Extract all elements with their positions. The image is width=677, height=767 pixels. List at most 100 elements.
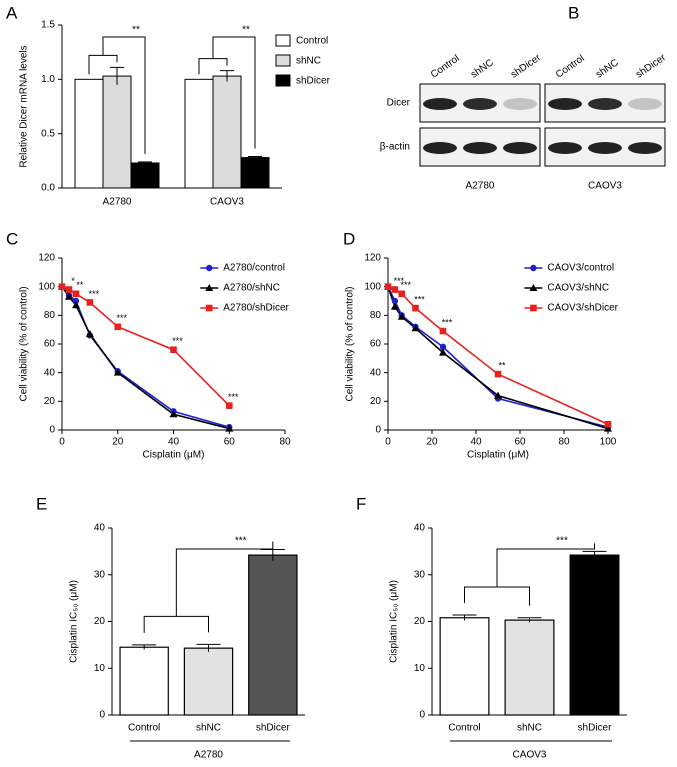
- error-bar: [260, 549, 285, 561]
- y-tick-label: 0.0: [41, 183, 55, 194]
- group-label: CAOV3: [588, 181, 622, 192]
- point: [530, 304, 537, 312]
- error-bar: [248, 155, 262, 159]
- blot-band: [588, 98, 622, 110]
- blot-band: [628, 142, 662, 154]
- y-tick-label: 120: [364, 253, 381, 264]
- significance-bracket: [464, 543, 595, 606]
- point: [64, 292, 73, 300]
- x-tick-label: shNC: [196, 723, 221, 734]
- panel-letter: B: [568, 3, 579, 22]
- blot-band: [503, 142, 537, 154]
- y-tick-label: 0: [419, 710, 425, 721]
- y-tick-label: 100: [38, 281, 55, 292]
- point: [384, 283, 392, 290]
- row-label: Dicer: [387, 98, 411, 109]
- y-tick-label: 40: [414, 523, 426, 534]
- point: [494, 370, 502, 378]
- error-bar: [452, 614, 477, 621]
- panel-letter: C: [6, 229, 18, 248]
- x-tick-label: 20: [426, 437, 438, 448]
- y-tick-label: 80: [370, 310, 382, 321]
- y-tick-label: 20: [414, 616, 426, 627]
- significance-label: ***: [394, 276, 405, 286]
- x-tick-label: 20: [112, 437, 124, 448]
- y-tick-label: 30: [94, 569, 106, 580]
- significance-label: **: [132, 25, 140, 36]
- significance-label: ***: [116, 313, 127, 323]
- bar: [248, 554, 298, 716]
- x-axis-title: Cisplatin (μM): [467, 450, 529, 461]
- x-tick-label: 0: [385, 437, 391, 448]
- lane-label: Control: [554, 53, 587, 81]
- bar: [439, 617, 490, 716]
- bar: [183, 647, 234, 716]
- point: [225, 402, 233, 409]
- blot-band: [548, 142, 582, 154]
- group-label: A2780: [466, 181, 495, 192]
- x-tick-label: 100: [600, 437, 617, 448]
- legend-label: A2780/shDicer: [223, 303, 289, 314]
- panel-letter: D: [343, 229, 355, 248]
- x-tick-label: Control: [448, 723, 480, 734]
- x-tick-label: 0: [59, 437, 65, 448]
- legend-label: Control: [296, 36, 328, 47]
- legend-label: A2780/shNC: [223, 283, 280, 294]
- x-tick-label: 40: [470, 437, 482, 448]
- point: [390, 302, 399, 310]
- point: [206, 264, 213, 272]
- panel-letter: A: [6, 3, 18, 22]
- significance-label: ***: [442, 317, 453, 327]
- point: [113, 368, 122, 376]
- group-label: CAOV3: [513, 750, 547, 761]
- error-bar: [220, 70, 234, 82]
- y-axis-title: Relative Dicer mRNA levels: [19, 45, 30, 167]
- point: [86, 299, 94, 306]
- significance-bracket: [143, 541, 274, 633]
- bar: [240, 157, 270, 189]
- significance-label: ***: [400, 280, 411, 290]
- blot-band: [588, 142, 622, 154]
- bar: [184, 78, 214, 189]
- blot-band: [503, 98, 537, 110]
- y-tick-label: 1.0: [41, 74, 55, 85]
- point: [205, 304, 213, 312]
- y-axis-title: Cisplatin IC₅₀ (μM): [389, 580, 400, 663]
- point: [530, 264, 537, 272]
- y-tick-label: 60: [370, 339, 382, 350]
- significance-label: ***: [172, 336, 183, 346]
- point: [85, 329, 94, 337]
- point: [391, 297, 399, 305]
- lane-label: shNC: [469, 57, 496, 80]
- x-tick-label: 80: [558, 437, 570, 448]
- significance-label: ***: [235, 536, 247, 547]
- bar: [569, 554, 620, 716]
- bar: [102, 75, 132, 189]
- error-bar: [138, 161, 152, 165]
- y-tick-label: 120: [38, 253, 55, 264]
- x-tick-label: shDicer: [256, 723, 291, 734]
- x-tick-label: 60: [224, 437, 236, 448]
- y-axis-title: Cell viability (% of control): [345, 286, 356, 401]
- y-tick-label: 20: [94, 616, 106, 627]
- blot-band: [628, 98, 662, 110]
- legend-swatch: [275, 74, 291, 87]
- point: [170, 346, 177, 354]
- significance-label: ***: [414, 295, 425, 305]
- x-tick-label: A2780: [103, 197, 132, 208]
- blot-band: [423, 142, 457, 154]
- panel-letter: E: [36, 494, 47, 513]
- significance-label: *: [71, 276, 75, 286]
- lane-label: shNC: [594, 57, 621, 80]
- significance-label: ***: [556, 536, 568, 547]
- legend-label: A2780/control: [223, 263, 285, 274]
- y-axis-title: Cell viability (% of control): [19, 286, 30, 401]
- error-bar: [517, 617, 542, 623]
- significance-label: ***: [228, 392, 239, 402]
- point: [412, 304, 419, 312]
- row-label: β-actin: [380, 142, 410, 153]
- point: [494, 391, 502, 399]
- significance-label: **: [242, 25, 250, 36]
- bar: [130, 162, 160, 189]
- y-tick-label: 10: [94, 663, 106, 674]
